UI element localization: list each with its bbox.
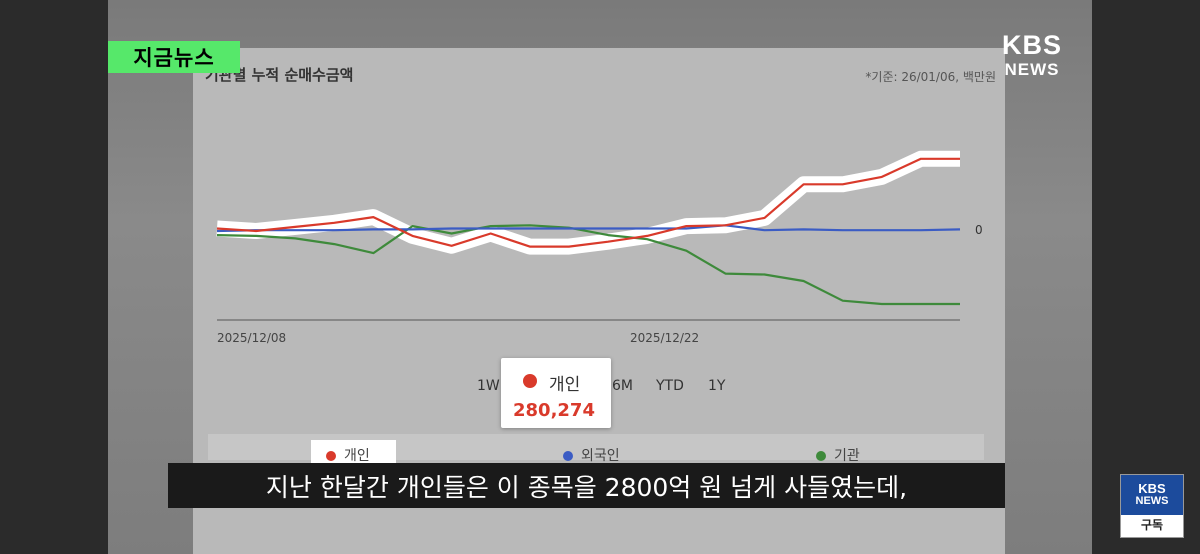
chart-note: *기준: 26/01/06, 백만원 xyxy=(865,70,996,84)
letterbox-right xyxy=(1092,0,1200,554)
legend-highlight xyxy=(311,440,396,466)
legend-item-individual[interactable]: 개인 xyxy=(326,445,370,465)
news-tag-badge: 지금뉴스 xyxy=(108,41,240,73)
subscribe-badge[interactable]: KBS NEWS 구독 xyxy=(1120,474,1184,538)
series-highlight-band xyxy=(216,150,960,255)
legend-label: 기관 xyxy=(834,448,860,464)
letterbox-left xyxy=(0,0,108,554)
legend-dot-icon xyxy=(326,451,336,461)
zero-line-label: 0 xyxy=(975,223,983,237)
series-line xyxy=(216,224,960,306)
subscribe-logo-line1: KBS xyxy=(1138,481,1166,496)
legend-dot-icon xyxy=(563,451,573,461)
tooltip-series-label: 개인 xyxy=(549,375,581,395)
subscribe-logo: KBS NEWS xyxy=(1121,475,1183,515)
kbs-news-logo: KBS NEWS xyxy=(1001,30,1062,79)
x-tick-label: 2025/12/08 xyxy=(217,331,287,345)
range-button-1w[interactable]: 1W xyxy=(477,378,500,394)
series-line xyxy=(216,157,960,248)
tooltip-value: 280,274 xyxy=(513,400,595,421)
range-button-1y[interactable]: 1Y xyxy=(708,378,726,394)
tooltip-dot-icon xyxy=(523,374,537,388)
logo-line2: NEWS xyxy=(1004,60,1060,79)
legend-item-institution[interactable]: 기관 xyxy=(816,445,860,465)
legend-dot-icon xyxy=(816,451,826,461)
subscribe-label: 구독 xyxy=(1140,518,1164,532)
caption-subtitle: 지난 한달간 개인들은 이 종목을 2800억 원 넘게 사들였는데, xyxy=(168,463,1005,508)
range-button-ytd[interactable]: YTD xyxy=(656,378,684,394)
legend-label: 외국인 xyxy=(581,448,620,464)
series-line xyxy=(216,224,961,233)
chart-tooltip: 개인 280,274 xyxy=(501,358,611,428)
subscribe-logo-line2: NEWS xyxy=(1135,495,1169,507)
chart-title: 기관별 누적 순매수금액 xyxy=(205,66,354,84)
range-button-6m[interactable]: 6M xyxy=(612,378,633,394)
logo-line1: KBS xyxy=(1001,30,1062,60)
x-tick-label: 2025/12/22 xyxy=(630,331,700,345)
legend-item-foreign[interactable]: 외국인 xyxy=(563,445,620,465)
legend-label: 개인 xyxy=(344,448,370,464)
